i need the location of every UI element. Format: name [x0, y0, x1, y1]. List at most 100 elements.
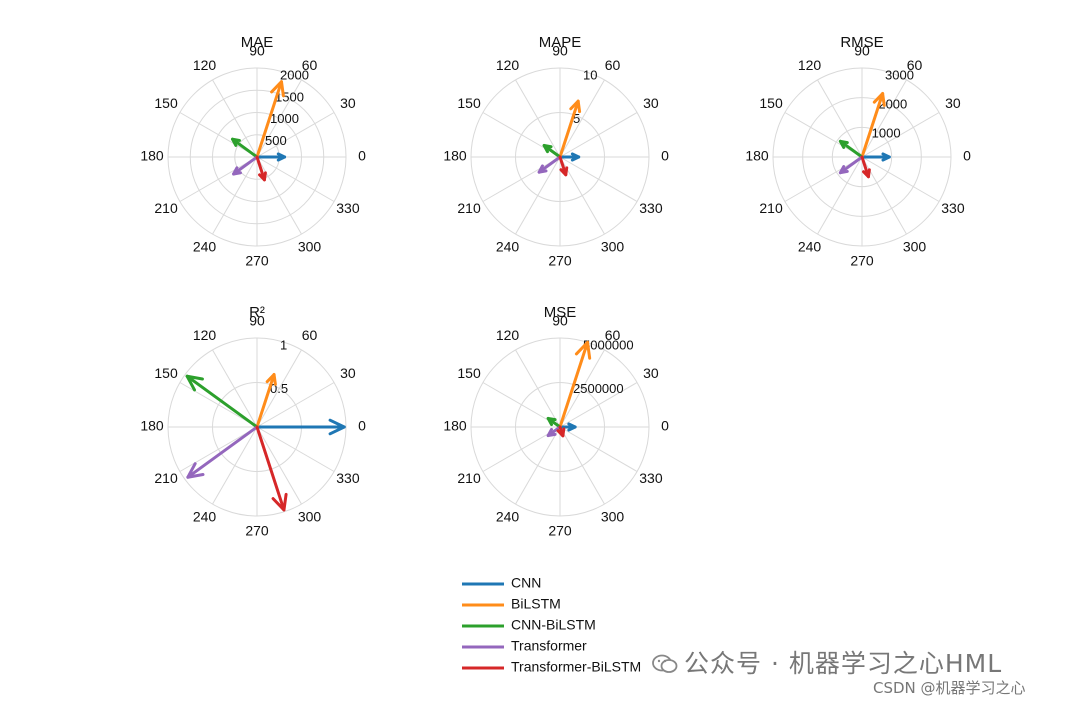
angle-tick-label: 180 — [443, 418, 467, 434]
arrow-cnn-bilstm — [838, 139, 864, 159]
arrow-head — [276, 152, 287, 162]
legend-item-cnn-bilstm: CNN-BiLSTM — [462, 617, 596, 633]
legend-item-cnn: CNN — [462, 575, 541, 591]
angle-tick-label: 150 — [457, 95, 481, 111]
angle-tick-label: 240 — [193, 509, 217, 525]
grid-spoke — [256, 79, 302, 158]
legend-label: Transformer — [511, 638, 587, 654]
angle-tick-label: 300 — [601, 509, 625, 525]
arrow-cnn — [255, 418, 346, 436]
angle-tick-label: 210 — [154, 470, 178, 486]
arrow-transformer-bilstm — [556, 425, 566, 438]
grid-spoke — [179, 156, 258, 202]
angle-tick-label: 0 — [358, 418, 366, 434]
angle-tick-label: 180 — [745, 148, 769, 164]
grid-spoke — [817, 79, 863, 158]
plot-title: MSE — [544, 304, 577, 321]
grid-spoke — [179, 426, 258, 472]
arrow-head — [542, 143, 553, 154]
grid-spoke — [784, 112, 863, 158]
angle-tick-label: 180 — [443, 148, 467, 164]
arrow-head — [537, 164, 548, 174]
angle-tick-label: 210 — [457, 200, 481, 216]
angle-tick-label: 30 — [643, 95, 659, 111]
plot-title: MAPE — [539, 34, 582, 51]
angle-tick-label: 150 — [154, 95, 178, 111]
grid-spoke — [515, 79, 561, 158]
arrow-shaft — [255, 425, 286, 512]
grid-spoke — [861, 79, 907, 158]
angle-tick-label: 330 — [336, 200, 360, 216]
legend-item-bilstm: BiLSTM — [462, 596, 561, 612]
radial-tick-label: 2000 — [280, 68, 309, 83]
angle-tick-label: 60 — [302, 327, 318, 343]
watermark-sub: CSDN @机器学习之心 — [873, 679, 1026, 697]
plot-title: RMSE — [840, 34, 883, 51]
arrow-head — [556, 427, 566, 438]
angle-tick-label: 210 — [457, 470, 481, 486]
grid-spoke — [559, 426, 638, 472]
arrow-transformer — [838, 155, 864, 175]
arrow-shaft — [231, 137, 259, 159]
arrow-head — [862, 168, 871, 179]
angle-tick-label: 30 — [340, 365, 356, 381]
angle-tick-label: 30 — [945, 95, 961, 111]
grid-spoke — [559, 349, 605, 428]
wechat-icon — [652, 654, 678, 673]
angle-tick-label: 180 — [140, 148, 164, 164]
arrow-head — [574, 340, 592, 360]
angle-tick-label: 240 — [496, 239, 520, 255]
arrow-head — [881, 152, 891, 162]
grid-spoke — [256, 156, 302, 235]
angle-tick-label: 300 — [903, 239, 927, 255]
angle-tick-label: 330 — [639, 470, 663, 486]
angle-tick-label: 90 — [249, 313, 265, 329]
grid-spoke — [482, 156, 561, 202]
arrow-cnn — [255, 152, 287, 162]
radial-tick-label: 5 — [573, 111, 580, 126]
polar-plot-mape: MAPE 0 30 60 90 120 150 180 210 240 270 300 330 5 10 — [443, 34, 669, 269]
radial-tick-label: 3000 — [885, 68, 914, 83]
arrow-head — [546, 427, 557, 438]
arrow-cnn-bilstm — [546, 416, 562, 429]
arrow-bilstm — [558, 340, 592, 429]
angle-tick-label: 0 — [358, 148, 366, 164]
angle-tick-label: 30 — [340, 95, 356, 111]
legend-label: CNN — [511, 575, 541, 591]
arrow-cnn-bilstm — [231, 137, 259, 159]
grid-spoke — [256, 426, 335, 472]
angle-tick-label: 270 — [548, 253, 572, 269]
grid-spoke — [212, 79, 258, 158]
arrow-shaft — [558, 340, 590, 429]
arrow-transformer-bilstm — [860, 155, 871, 179]
arrow-head — [559, 166, 569, 177]
angle-tick-label: 90 — [249, 43, 265, 59]
angle-tick-label: 270 — [245, 253, 269, 269]
radial-tick-label: 500 — [265, 133, 287, 148]
angle-tick-label: 120 — [193, 57, 217, 73]
angle-tick-label: 180 — [140, 418, 164, 434]
grid-spoke — [817, 156, 863, 235]
angle-tick-label: 330 — [336, 470, 360, 486]
angle-tick-label: 150 — [457, 365, 481, 381]
arrow-cnn — [558, 422, 577, 432]
plot-title: MAE — [241, 34, 274, 51]
legend: CNN BiLSTM CNN-BiLSTM Transformer Transforme… — [462, 575, 641, 675]
watermark-main: 公众号 · 机器学习之心HML — [652, 644, 1002, 680]
angle-tick-label: 120 — [193, 327, 217, 343]
arrow-head — [872, 92, 886, 107]
radial-tick-label: 1 — [280, 338, 287, 353]
arrow-head — [328, 418, 346, 436]
angle-tick-label: 150 — [154, 365, 178, 381]
angle-tick-label: 300 — [298, 509, 322, 525]
arrow-shaft — [186, 425, 259, 479]
arrow-head — [232, 166, 242, 176]
radial-tick-label: 10 — [583, 68, 597, 83]
arrow-transformer — [546, 425, 562, 438]
arrow-head — [185, 374, 204, 392]
radial-tick-label: 2000 — [878, 97, 907, 112]
watermark-main-text: 公众号 · 机器学习之心HML — [684, 649, 1003, 678]
angle-tick-label: 150 — [759, 95, 783, 111]
